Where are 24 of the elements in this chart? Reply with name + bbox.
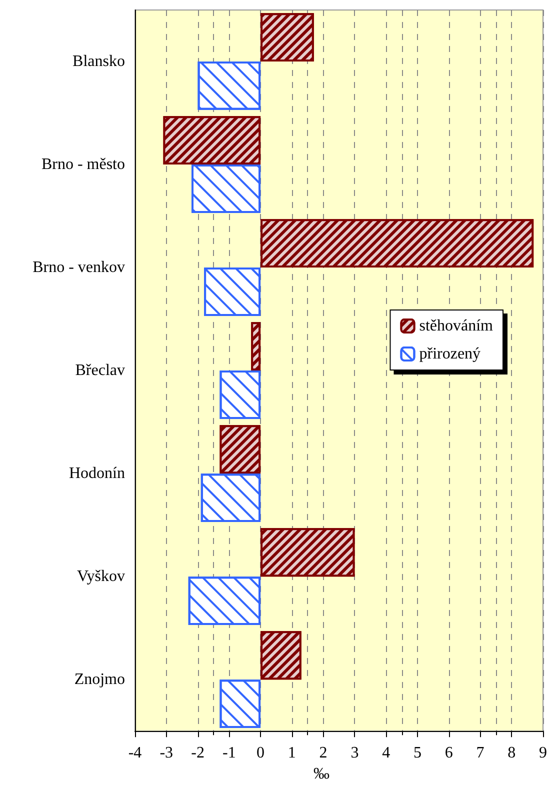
x-tick-label: 3 bbox=[350, 744, 359, 762]
y-tick-label: Břeclav bbox=[75, 362, 125, 380]
legend-label: přirozený bbox=[419, 346, 481, 362]
x-tick-label: 1 bbox=[288, 744, 296, 762]
x-tick-label: -2 bbox=[191, 744, 204, 762]
x-tick-label: 5 bbox=[413, 744, 422, 762]
x-tick-label: 9 bbox=[539, 744, 547, 762]
x-tick-label: -3 bbox=[160, 744, 174, 762]
y-tick-label: Znojmo bbox=[74, 671, 125, 688]
x-tick-label: -1 bbox=[222, 744, 236, 762]
y-tick-label: Hodonín bbox=[69, 465, 125, 482]
x-tick-label: -4 bbox=[128, 744, 142, 762]
x-tick-label: 8 bbox=[508, 744, 516, 762]
y-tick-label: Blansko bbox=[72, 53, 125, 70]
x-tick-label: 2 bbox=[319, 744, 328, 762]
x-tick-label: 7 bbox=[476, 744, 484, 762]
y-tick-label: Vyškov bbox=[76, 568, 125, 586]
x-tick-label: 6 bbox=[444, 744, 453, 762]
legend-label: stěhováním bbox=[419, 318, 494, 334]
y-tick-label: Brno - město bbox=[41, 156, 125, 174]
x-tick-label: 0 bbox=[256, 744, 265, 762]
x-axis-title: ‰ bbox=[314, 766, 330, 782]
y-tick-label: Brno - venkov bbox=[32, 259, 125, 276]
x-tick-label: 4 bbox=[382, 744, 390, 762]
